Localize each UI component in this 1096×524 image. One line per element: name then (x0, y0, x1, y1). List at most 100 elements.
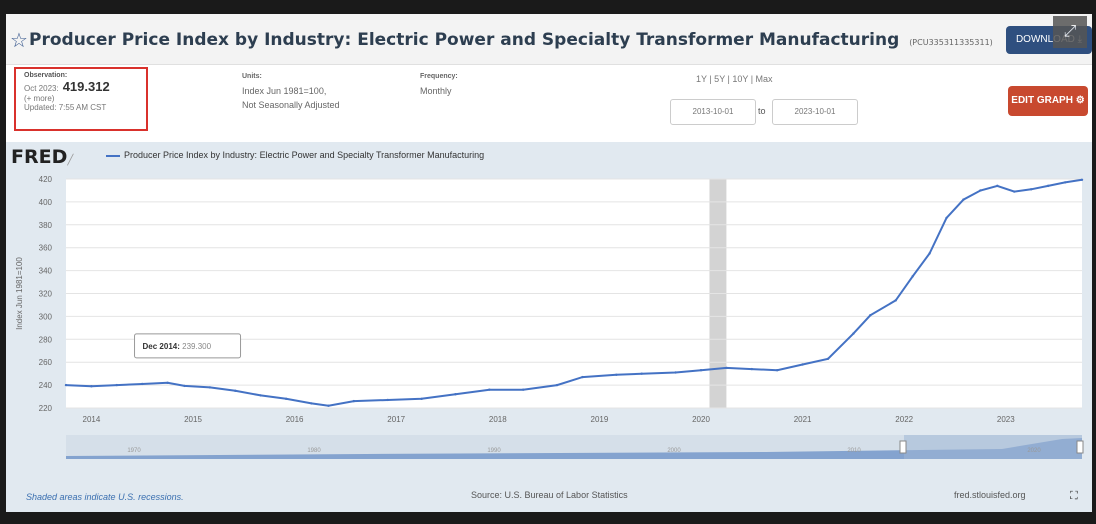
x-tick-label: 2015 (184, 415, 202, 424)
expand-icon[interactable]: ⤢ (1053, 16, 1087, 48)
chart-legend: Producer Price Index by Industry: Electr… (106, 150, 484, 160)
data-point (945, 216, 948, 220)
site-text[interactable]: fred.stlouisfed.org (954, 490, 1026, 500)
data-point (928, 252, 931, 255)
y-tick-label: 420 (39, 175, 53, 184)
star-icon[interactable]: ☆ (10, 30, 28, 52)
data-point (725, 366, 728, 370)
edit-graph-label: EDIT GRAPH (1011, 95, 1073, 106)
updated-text: Updated: 7:55 AM CST (24, 103, 107, 112)
navigator-handle-right (1076, 440, 1084, 454)
to-label: to (758, 106, 766, 116)
x-tick-label: 2017 (387, 415, 405, 424)
data-point (869, 314, 872, 317)
data-point (979, 189, 982, 192)
legend-label: Producer Price Index by Industry: Electr… (124, 150, 485, 160)
edit-graph-button[interactable]: EDIT GRAPH ⚙ (1008, 86, 1088, 116)
more-link[interactable]: (+ more) (24, 94, 55, 103)
data-point (327, 404, 330, 407)
y-tick-label: 240 (39, 381, 53, 390)
frequency-block: Frequency: Monthly (420, 70, 458, 98)
y-tick-label: 300 (39, 312, 53, 321)
end-date-input[interactable]: 2023-10-01 (772, 99, 858, 125)
data-point (826, 357, 830, 360)
page-title: Producer Price Index by Industry: Electr… (29, 30, 993, 50)
data-point (352, 399, 356, 403)
data-point (234, 389, 237, 393)
data-point (141, 382, 144, 386)
data-point (674, 371, 677, 374)
navigator-selection (904, 435, 1082, 459)
y-tick-label: 400 (39, 198, 53, 207)
units-line2: Not Seasonally Adjusted (242, 100, 340, 110)
fred-logo: FRED╱ (11, 146, 74, 168)
legend-swatch (106, 154, 120, 157)
units-block: Units: Index Jun 1981=100, Not Seasonall… (242, 70, 340, 112)
navigator-area (66, 438, 1082, 459)
y-tick-label: 260 (39, 358, 53, 367)
data-point (115, 383, 119, 387)
navigator-label: 1980 (307, 448, 321, 454)
observation-value: 419.312 (62, 79, 110, 94)
data-point (310, 402, 313, 405)
data-point (852, 332, 855, 335)
recession-note: Shaded areas indicate U.S. recessions. (26, 492, 184, 502)
x-tick-label: 2020 (692, 415, 710, 424)
units-label: Units: (242, 73, 262, 80)
x-tick-label: 2023 (997, 415, 1015, 424)
start-date-input[interactable]: 2013-10-01 (670, 99, 756, 125)
source-text: Source: U.S. Bureau of Labor Statistics (471, 490, 628, 500)
data-point (64, 383, 68, 387)
chart-area: FRED╱ Producer Price Index by Industry: … (6, 142, 1092, 512)
frequency-label: Frequency: (420, 73, 458, 80)
tooltip-text: Dec 2014: 239.300 (143, 342, 212, 351)
data-point (615, 373, 618, 376)
data-point (1063, 181, 1067, 184)
data-point (894, 299, 897, 302)
title-bar: ☆ Producer Price Index by Industry: Elec… (6, 14, 1092, 65)
y-axis-label: Index Jun 1981=100 (15, 257, 24, 330)
observation-date: Oct 2023: (24, 84, 59, 93)
navigator-label: 1970 (127, 448, 141, 454)
x-tick-label: 2014 (83, 415, 101, 424)
navigator-handle-left (899, 440, 907, 454)
data-point (420, 397, 423, 401)
line-chart[interactable]: 220 240 260 280 300 320 340 360 380 400 420 2014 201… (6, 142, 1092, 512)
data-point (284, 397, 288, 401)
frequency-value: Monthly (420, 86, 452, 96)
x-tick-label: 2022 (895, 415, 913, 424)
y-tick-label: 220 (39, 404, 53, 413)
range-options[interactable]: 1Y | 5Y | 10Y | Max (696, 74, 773, 84)
data-point (581, 375, 584, 379)
series-id: (PCU335311335311) (909, 38, 993, 47)
data-point (208, 386, 212, 389)
observation-box: Observation: Oct 2023: 419.312 (+ more) U… (14, 67, 148, 131)
y-tick-label: 360 (39, 244, 53, 253)
fullscreen-icon[interactable]: ⛶ (1070, 490, 1078, 502)
download-label: DOWNLOAD (1015, 34, 1075, 45)
data-point (996, 184, 999, 188)
navigator-label: 2020 (1027, 448, 1041, 454)
data-point (1080, 178, 1084, 181)
data-point (911, 275, 914, 278)
data-point (962, 198, 965, 201)
data-point (454, 393, 457, 396)
data-point (183, 384, 186, 388)
data-point (801, 363, 804, 366)
x-tick-label: 2019 (591, 415, 609, 424)
y-tick-label: 340 (39, 267, 53, 276)
data-point (699, 369, 703, 372)
data-point (1013, 190, 1016, 193)
data-point (776, 369, 779, 372)
data-point (1030, 188, 1033, 191)
data-point (1046, 184, 1050, 188)
gear-icon: ⚙ (1075, 95, 1085, 106)
data-point (750, 367, 753, 371)
fred-page: ☆ Producer Price Index by Industry: Elec… (6, 14, 1092, 512)
y-tick-label: 280 (39, 335, 53, 344)
data-point (522, 388, 525, 391)
data-point (166, 381, 169, 385)
data-point (386, 398, 389, 402)
series-title: Producer Price Index by Industry: Electr… (29, 30, 900, 50)
x-tick-label: 2021 (794, 415, 812, 424)
